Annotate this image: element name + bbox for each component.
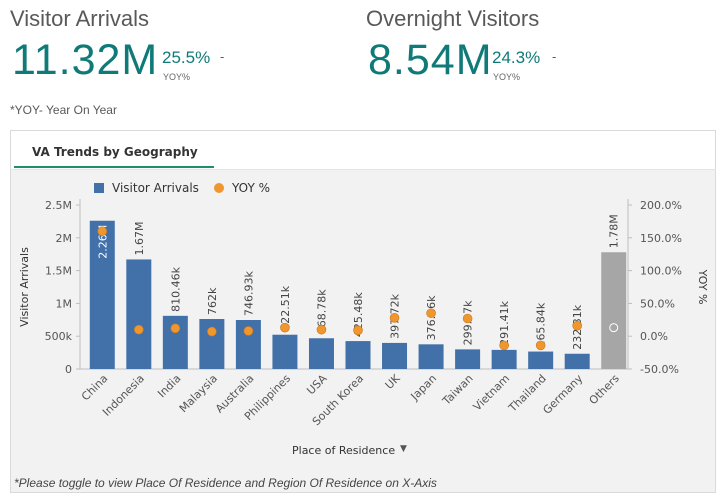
bar — [308, 338, 334, 369]
y-tick-label: 0 — [65, 363, 72, 376]
data-label: 1.67M — [133, 221, 146, 255]
y2-tick-label: 0.0% — [640, 330, 668, 343]
bar — [418, 344, 444, 369]
bar — [455, 349, 481, 369]
bar — [382, 342, 408, 369]
y-tick-label: 2.5M — [45, 199, 72, 212]
y-tick-label: 500k — [45, 330, 73, 343]
legend-label: Visitor Arrivals — [112, 181, 199, 195]
yoy-point — [426, 308, 436, 319]
kpi-yoy-label: YOY% — [493, 72, 521, 82]
kpi-overnight-visitors: Overnight Visitors 8.54M 24.3% - YOY% — [366, 4, 706, 94]
bar — [272, 334, 298, 369]
tab-divider — [10, 169, 716, 170]
yoy-point — [572, 320, 583, 331]
bar — [126, 259, 152, 369]
x-tick-label: India — [155, 372, 183, 400]
x-axis-title[interactable]: Place of Residence — [292, 444, 396, 457]
data-label: 468.78k — [315, 289, 328, 334]
y2-axis-title: YOY % — [696, 269, 709, 305]
yoy-point — [535, 340, 546, 351]
tab-label: VA Trends by Geography — [32, 145, 198, 159]
kpi-trend-indicator: - — [552, 50, 557, 64]
yoy-point — [243, 326, 254, 336]
yoy-point — [207, 326, 217, 337]
kpi-yoy-percent: 24.3% — [492, 48, 541, 67]
kpi-yoy-label: YOY% — [163, 72, 191, 82]
x-tick-label: Vietnam — [471, 372, 513, 414]
data-label: 425.48k — [352, 292, 365, 337]
chart-panel — [10, 130, 716, 493]
yoy-point — [462, 313, 473, 324]
yoy-point — [499, 340, 509, 351]
x-tick-label: UK — [383, 371, 404, 392]
y-tick-label: 1M — [56, 297, 73, 310]
legend-label: YOY % — [231, 181, 270, 195]
yoy-point — [134, 324, 144, 335]
x-tick-label: China — [79, 372, 110, 403]
y2-tick-label: 150.0% — [640, 232, 682, 245]
yoy-point — [609, 323, 619, 333]
data-label: 746.93k — [242, 271, 255, 316]
kpi-value: 11.32M — [12, 36, 159, 84]
x-tick-label: Taiwan — [439, 372, 475, 408]
kpi-trend-indicator: - — [220, 50, 225, 64]
data-label: 291.41k — [498, 300, 511, 345]
yoy-point — [316, 324, 327, 335]
kpi-yoy-percent: 25.5% — [162, 48, 211, 67]
yoy-note: *YOY- Year On Year — [10, 103, 117, 117]
chevron-down-icon[interactable]: ▼ — [400, 444, 407, 454]
kpi-title: Visitor Arrivals — [10, 6, 149, 31]
legend-swatch-bars — [94, 183, 104, 193]
legend-swatch-dots — [214, 183, 224, 193]
data-label: 762k — [206, 287, 219, 315]
y2-tick-label: 50.0% — [640, 297, 675, 310]
kpi-title: Overnight Visitors — [366, 6, 540, 31]
yoy-point — [389, 313, 400, 323]
footer-note: *Please toggle to view Place Of Residenc… — [14, 476, 437, 490]
kpi-value: 8.54M — [368, 36, 493, 84]
y2-tick-label: -50.0% — [640, 363, 679, 376]
yoy-point — [280, 322, 290, 333]
y2-tick-label: 200.0% — [640, 199, 682, 212]
data-label: 522.51k — [279, 285, 292, 330]
bar — [89, 220, 115, 369]
y-tick-label: 2M — [56, 232, 73, 245]
bar — [601, 252, 627, 369]
yoy-point — [97, 226, 108, 237]
bar — [564, 353, 590, 369]
y-axis-title: Visitor Arrivals — [18, 247, 31, 327]
x-tick-label: Malaysia — [177, 372, 220, 415]
yoy-point — [353, 325, 363, 336]
data-label: 1.78M — [608, 214, 621, 248]
x-tick-label: Others — [587, 372, 623, 408]
y-tick-label: 1.5M — [45, 265, 72, 278]
y2-tick-label: 100.0% — [640, 265, 682, 278]
bar — [345, 341, 371, 369]
x-tick-label: Germany — [540, 372, 585, 417]
tab-va-trends[interactable]: VA Trends by Geography — [14, 141, 214, 168]
bar — [491, 349, 517, 369]
x-tick-label: USA — [304, 372, 330, 398]
yoy-point — [170, 323, 181, 334]
data-label: 265.84k — [535, 302, 548, 347]
bar — [528, 351, 554, 369]
x-tick-label: Japan — [408, 372, 440, 404]
kpi-visitor-arrivals: Visitor Arrivals 11.32M 25.5% - YOY% — [10, 4, 350, 94]
data-label: 810.46k — [169, 266, 182, 311]
bar — [199, 319, 225, 369]
